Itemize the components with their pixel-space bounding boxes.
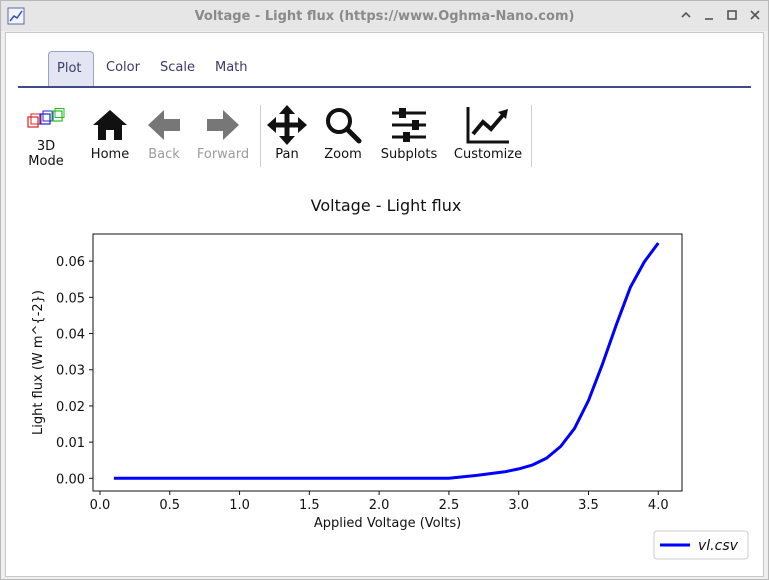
- y-tick-label: 0.04: [56, 328, 85, 343]
- back-label: Back: [148, 147, 180, 162]
- back-button[interactable]: Back: [140, 103, 188, 162]
- customize-button[interactable]: Customize: [450, 103, 526, 162]
- y-axis: 0.00 0.01 0.02 0.03 0.04 0.05 0.06: [56, 255, 93, 487]
- line-chart: Voltage - Light flux 0.0 0.5 1.0 1.5 2.0 2.5 3…: [31, 196, 749, 560]
- y-tick-label: 0.01: [56, 436, 85, 451]
- y-tick-label: 0.02: [56, 400, 85, 415]
- toolbar-separator: [260, 105, 261, 167]
- toolbar-separator-end: [531, 105, 532, 167]
- plot-toolbar: 3D Mode Home Back: [16, 103, 756, 173]
- sliders-icon: [392, 108, 426, 142]
- tab-underline: [18, 86, 751, 88]
- home-label: Home: [90, 147, 130, 162]
- y-tick-label: 0.00: [56, 472, 85, 487]
- forward-button[interactable]: Forward: [194, 103, 252, 162]
- home-button[interactable]: Home: [84, 103, 136, 162]
- arrow-right-icon: [207, 110, 239, 140]
- x-tick-label: 1.5: [299, 498, 320, 513]
- x-tick-label: 1.0: [229, 498, 250, 513]
- chevron-up-icon: [681, 11, 691, 18]
- zoom-label: Zoom: [324, 147, 362, 162]
- legend: vl.csv: [653, 530, 749, 560]
- customize-label: Customize: [453, 147, 523, 162]
- arrow-left-icon: [148, 110, 180, 140]
- magnifier-icon: [326, 108, 362, 144]
- zoom-button[interactable]: Zoom: [318, 103, 368, 162]
- plot-canvas[interactable]: Voltage - Light flux 0.0 0.5 1.0 1.5 2.0 2.5 3…: [18, 189, 754, 563]
- maximize-icon: [727, 10, 737, 20]
- y-tick-label: 0.05: [56, 291, 85, 306]
- x-axis: 0.0 0.5 1.0 1.5 2.0 2.5 3.0 3.5 4.0: [90, 491, 669, 513]
- tab-math[interactable]: Math: [215, 60, 248, 75]
- mode-3d-label-line1: 3D: [36, 139, 56, 154]
- move-icon: [267, 105, 307, 145]
- close-icon: [750, 10, 760, 20]
- x-tick-label: 3.5: [578, 498, 599, 513]
- main-panel: Plot Color Scale Math 3D: [5, 32, 764, 577]
- forward-label: Forward: [196, 147, 250, 162]
- y-tick-label: 0.06: [56, 255, 85, 270]
- series-layer: [113, 242, 660, 480]
- home-icon: [93, 110, 127, 140]
- subplots-label: Subplots: [380, 147, 438, 162]
- x-tick-label: 3.0: [508, 498, 529, 513]
- y-axis-label: Light flux (W m^{-2}): [31, 290, 46, 435]
- x-tick-label: 0.0: [90, 498, 111, 513]
- plot-icon: [7, 7, 25, 25]
- y-tick-label: 0.03: [56, 364, 85, 379]
- minimize-icon: [705, 18, 713, 20]
- pan-label: Pan: [275, 147, 299, 162]
- x-tick-label: 2.0: [369, 498, 390, 513]
- cube-icon: [27, 108, 65, 128]
- series-line: [113, 242, 660, 480]
- x-tick-label: 0.5: [159, 498, 180, 513]
- pan-button[interactable]: Pan: [266, 103, 308, 162]
- close-button[interactable]: [747, 7, 763, 23]
- maximize-up-button[interactable]: [678, 7, 694, 23]
- restore-button[interactable]: [724, 7, 740, 23]
- window-title: Voltage - Light flux (https://www.Oghma-…: [194, 9, 575, 24]
- tab-scale[interactable]: Scale: [160, 60, 195, 75]
- legend-box: [653, 530, 749, 560]
- mode-3d-label-line2: Mode: [28, 154, 64, 169]
- mode-3d-button[interactable]: 3D Mode: [22, 103, 70, 169]
- tab-plot[interactable]: Plot: [48, 51, 94, 87]
- tab-color[interactable]: Color: [106, 60, 140, 75]
- legend-label: vl.csv: [698, 538, 739, 554]
- subplots-button[interactable]: Subplots: [376, 103, 442, 162]
- x-tick-label: 2.5: [439, 498, 460, 513]
- x-axis-label: Applied Voltage (Volts): [314, 516, 461, 531]
- chart-title: Voltage - Light flux: [311, 196, 462, 215]
- minimize-button[interactable]: [701, 7, 717, 23]
- plot-frame: [92, 233, 683, 492]
- x-tick-label: 4.0: [648, 498, 669, 513]
- chart-line-icon: [466, 107, 509, 144]
- title-bar: Voltage - Light flux (https://www.Oghma-…: [1, 1, 768, 31]
